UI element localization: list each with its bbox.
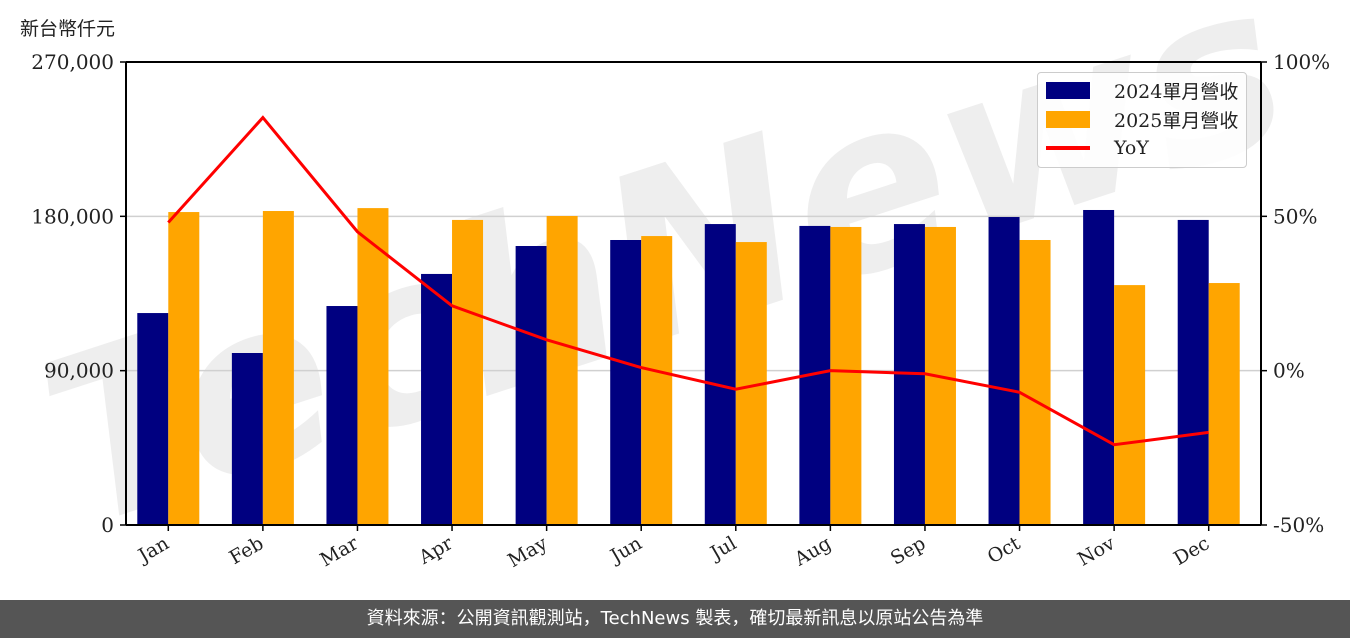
bar-2025-feb <box>262 211 294 526</box>
bar-2024-dec <box>1177 219 1209 525</box>
yoy-line <box>167 115 1209 447</box>
y-axis-unit-label: 新台幣仟元 <box>20 18 116 40</box>
bar-2025-jun <box>641 236 673 525</box>
legend-line-yoy <box>1046 146 1090 150</box>
x-tick-label-mar: Mar <box>316 532 362 571</box>
legend-swatch-2024 <box>1046 81 1090 99</box>
x-tick-label-oct: Oct <box>984 532 1025 568</box>
right-tick-label: 100% <box>1273 50 1330 74</box>
bar-2025-nov <box>1114 285 1146 525</box>
bar-2025-mar <box>357 208 389 525</box>
x-tick-label-jul: Jul <box>705 532 740 565</box>
legend-swatch-2025 <box>1046 110 1090 128</box>
bar-2024-jun <box>610 239 642 525</box>
x-tick-label-may: May <box>504 532 551 572</box>
left-tick-label: 270,000 <box>31 50 114 74</box>
bar-2025-jan <box>168 212 200 525</box>
bar-2025-may <box>546 215 578 526</box>
bar-2024-may <box>515 245 547 525</box>
legend-label-2025: 2025單月營收 <box>1114 109 1239 132</box>
legend-item-2025: 2025單月營收 <box>1046 106 1238 132</box>
right-tick-label: -50% <box>1273 513 1324 537</box>
x-tick-label-feb: Feb <box>226 532 268 569</box>
right-tick-label: 50% <box>1273 204 1317 228</box>
bar-2025-apr <box>452 219 484 525</box>
bar-2025-aug <box>830 226 862 525</box>
legend-label-yoy: YoY <box>1114 137 1149 159</box>
legend-item-2024: 2024單月營收 <box>1046 77 1238 103</box>
bar-2025-dec <box>1208 283 1240 525</box>
source-footer: 資料來源：公開資訊觀測站，TechNews 製表，確切最新訊息以原站公告為準 <box>0 600 1350 638</box>
x-tick-label-nov: Nov <box>1074 532 1119 571</box>
bar-2025-oct <box>1019 239 1051 525</box>
bar-2024-feb <box>231 353 263 525</box>
x-tick-label-sep: Sep <box>887 532 930 569</box>
x-tick-label-apr: Apr <box>414 532 457 569</box>
chart-legend: 2024單月營收 2025單月營收 YoY <box>1037 72 1247 168</box>
x-tick-label-dec: Dec <box>1170 532 1213 570</box>
right-tick-label: 0% <box>1273 359 1305 383</box>
bar-2024-nov <box>1083 209 1115 525</box>
left-tick-label: 180,000 <box>31 204 114 228</box>
x-tick-label-aug: Aug <box>790 532 835 571</box>
bar-2024-mar <box>326 306 358 525</box>
left-tick-label: 0 <box>101 513 114 537</box>
legend-item-yoy: YoY <box>1046 135 1149 161</box>
bar-2024-jul <box>704 224 736 526</box>
bar-2024-oct <box>988 217 1020 525</box>
x-tick-label-jun: Jun <box>605 532 646 568</box>
legend-label-2024: 2024單月營收 <box>1114 80 1239 103</box>
bar-line-chart: TechNews090,000180,000270,000-50%0%50%10… <box>15 0 1330 580</box>
bar-2024-jan <box>137 313 169 525</box>
left-tick-label: 90,000 <box>44 359 114 383</box>
bar-2024-apr <box>421 273 453 525</box>
